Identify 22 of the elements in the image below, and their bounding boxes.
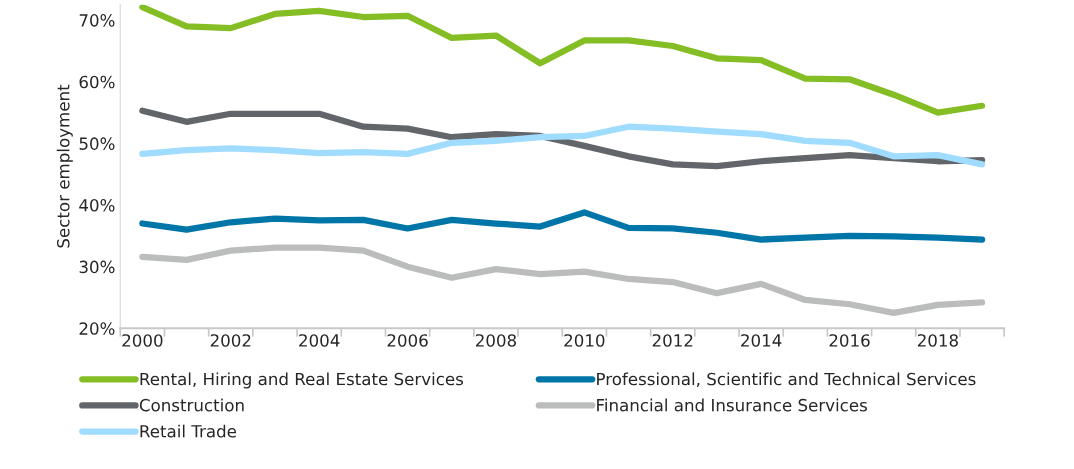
legend-label: Retail Trade	[140, 424, 237, 438]
x-tick-label: 2006	[387, 334, 428, 347]
legend-label: Financial and Insurance Services	[597, 398, 867, 412]
legend-label: Professional, Scientific and Technical Services	[597, 372, 976, 388]
x-tick-label: 2004	[299, 334, 340, 347]
y-tick-label: 40%	[79, 198, 115, 212]
x-tick-label: 2018	[917, 334, 958, 347]
y-axis-title: Sector employment	[56, 84, 73, 248]
y-tick-label: 20%	[79, 322, 115, 335]
x-tick-label: 2012	[652, 334, 693, 347]
legend-label: Construction	[139, 398, 244, 412]
x-tick-label: 2010	[564, 334, 605, 347]
x-tick-label: 2008	[475, 334, 517, 347]
y-tick-label: 70%	[79, 14, 115, 27]
legend-label: Rental, Hiring and Real Estate Services	[140, 372, 464, 389]
y-tick-label: 60%	[79, 75, 115, 89]
x-tick-label: 2016	[829, 334, 870, 347]
y-tick-label: 50%	[79, 137, 115, 150]
x-tick-label: 2014	[741, 334, 782, 347]
x-tick-label: 2000	[122, 334, 163, 347]
x-tick-label: 2002	[210, 334, 251, 347]
y-tick-label: 30%	[79, 260, 115, 274]
